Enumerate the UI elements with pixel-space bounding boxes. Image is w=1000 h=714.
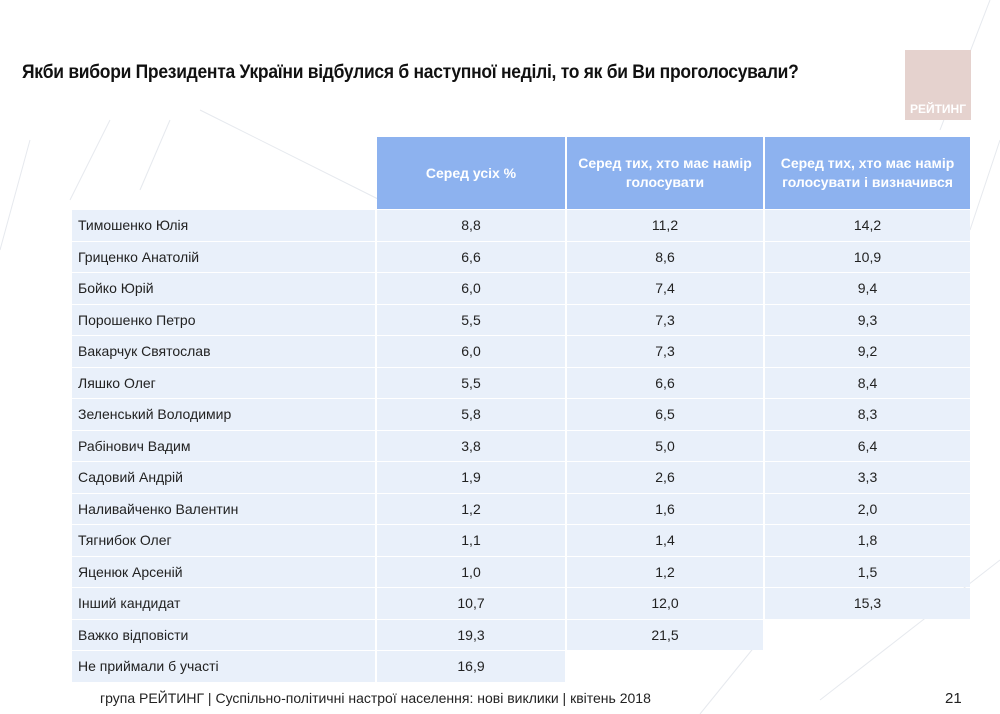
value-cell: 11,2	[567, 210, 763, 241]
value-cell: 6,6	[377, 241, 565, 272]
value-cell: 16,9	[377, 651, 565, 682]
table-row: Ляшко Олег 5,5 6,6 8,4	[72, 367, 970, 398]
empty-cell	[765, 651, 970, 682]
candidate-name: Садовий Андрій	[72, 462, 375, 493]
candidate-name: Зеленський Володимир	[72, 399, 375, 430]
value-cell: 12,0	[567, 588, 763, 619]
poll-results-table: Серед усіх % Серед тих, хто має намір го…	[70, 136, 972, 683]
table-row: Вакарчук Святослав 6,0 7,3 9,2	[72, 336, 970, 367]
table-row: Не приймали б участі 16,9	[72, 651, 970, 682]
value-cell: 8,6	[567, 241, 763, 272]
value-cell: 1,5	[765, 556, 970, 587]
rating-logo: РЕЙТИНГ	[905, 50, 971, 120]
value-cell: 9,3	[765, 304, 970, 335]
value-cell: 6,4	[765, 430, 970, 461]
value-cell: 15,3	[765, 588, 970, 619]
value-cell: 3,3	[765, 462, 970, 493]
value-cell: 2,0	[765, 493, 970, 524]
empty-cell	[765, 620, 970, 651]
value-cell: 5,5	[377, 367, 565, 398]
table-row: Тимошенко Юлія 8,8 11,2 14,2	[72, 210, 970, 241]
value-cell: 1,8	[765, 525, 970, 556]
value-cell: 8,4	[765, 367, 970, 398]
value-cell: 9,4	[765, 273, 970, 304]
table-row: Яценюк Арсеній 1,0 1,2 1,5	[72, 556, 970, 587]
candidate-name: Гриценко Анатолій	[72, 241, 375, 272]
candidate-name: Порошенко Петро	[72, 304, 375, 335]
header-intend-vote: Серед тих, хто має намір голосувати	[567, 137, 763, 209]
value-cell: 1,6	[567, 493, 763, 524]
table-row: Бойко Юрій 6,0 7,4 9,4	[72, 273, 970, 304]
candidate-name: Рабінович Вадим	[72, 430, 375, 461]
table-row: Рабінович Вадим 3,8 5,0 6,4	[72, 430, 970, 461]
empty-cell	[567, 651, 763, 682]
table-row: Порошенко Петро 5,5 7,3 9,3	[72, 304, 970, 335]
candidate-name: Тягнибок Олег	[72, 525, 375, 556]
candidate-name: Бойко Юрій	[72, 273, 375, 304]
value-cell: 14,2	[765, 210, 970, 241]
value-cell: 7,3	[567, 336, 763, 367]
table-row: Садовий Андрій 1,9 2,6 3,3	[72, 462, 970, 493]
candidate-name: Вакарчук Святослав	[72, 336, 375, 367]
table-row: Зеленський Володимир 5,8 6,5 8,3	[72, 399, 970, 430]
value-cell: 1,9	[377, 462, 565, 493]
header-empty	[72, 137, 375, 209]
value-cell: 6,5	[567, 399, 763, 430]
footer-text: група РЕЙТИНГ | Суспільно-політичні наст…	[100, 690, 651, 706]
value-cell: 1,4	[567, 525, 763, 556]
value-cell: 9,2	[765, 336, 970, 367]
header-all: Серед усіх %	[377, 137, 565, 209]
candidate-name: Яценюк Арсеній	[72, 556, 375, 587]
value-cell: 5,8	[377, 399, 565, 430]
table-row: Інший кандидат 10,7 12,0 15,3	[72, 588, 970, 619]
value-cell: 5,5	[377, 304, 565, 335]
candidate-name: Інший кандидат	[72, 588, 375, 619]
value-cell: 2,6	[567, 462, 763, 493]
value-cell: 10,9	[765, 241, 970, 272]
value-cell: 7,3	[567, 304, 763, 335]
value-cell: 21,5	[567, 619, 763, 650]
candidate-name: Наливайченко Валентин	[72, 493, 375, 524]
value-cell: 1,0	[377, 556, 565, 587]
value-cell: 5,0	[567, 430, 763, 461]
candidate-name: Важко відповісти	[72, 619, 375, 650]
value-cell: 3,8	[377, 430, 565, 461]
value-cell: 1,2	[567, 556, 763, 587]
value-cell: 1,1	[377, 525, 565, 556]
value-cell: 1,2	[377, 493, 565, 524]
value-cell: 10,7	[377, 588, 565, 619]
candidate-name: Ляшко Олег	[72, 367, 375, 398]
table-row: Тягнибок Олег 1,1 1,4 1,8	[72, 525, 970, 556]
table-row: Наливайченко Валентин 1,2 1,6 2,0	[72, 493, 970, 524]
candidate-name: Не приймали б участі	[72, 651, 375, 682]
value-cell: 7,4	[567, 273, 763, 304]
value-cell: 8,3	[765, 399, 970, 430]
value-cell: 8,8	[377, 210, 565, 241]
value-cell: 19,3	[377, 619, 565, 650]
header-intend-decided: Серед тих, хто має намір голосувати і ви…	[765, 137, 970, 209]
candidate-name: Тимошенко Юлія	[72, 210, 375, 241]
page-number: 21	[945, 690, 962, 707]
logo-text: РЕЙТИНГ	[909, 102, 967, 116]
table-row: Гриценко Анатолій 6,6 8,6 10,9	[72, 241, 970, 272]
value-cell: 6,6	[567, 367, 763, 398]
value-cell: 6,0	[377, 273, 565, 304]
page-title: Якби вибори Президента України відбулися…	[22, 62, 799, 83]
value-cell: 6,0	[377, 336, 565, 367]
table-row: Важко відповісти 19,3 21,5	[72, 619, 970, 651]
